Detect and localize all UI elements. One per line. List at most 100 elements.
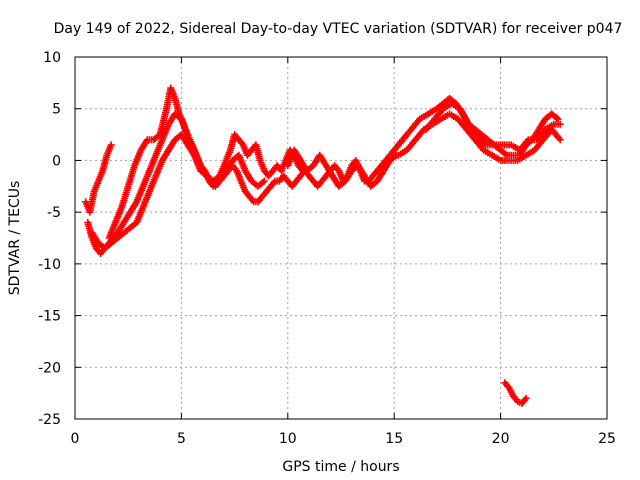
- data-point-fill: [324, 168, 333, 178]
- data-point-fill: [472, 137, 486, 152]
- data-point-fill: [275, 163, 284, 173]
- data-point-fill: [202, 169, 212, 183]
- data-point-fill: [534, 127, 548, 142]
- data-point-fill: [418, 111, 430, 122]
- data-point-fill: [502, 381, 512, 390]
- data-point-fill: [484, 141, 496, 149]
- data-point-fill: [281, 174, 290, 183]
- data-point-fill: [128, 220, 139, 230]
- y-tick-label: -25: [38, 412, 61, 428]
- data-point-fill: [95, 169, 106, 183]
- x-tick-label: 15: [385, 431, 403, 447]
- data-point-fill: [111, 231, 120, 240]
- data-point-fill: [159, 148, 172, 163]
- data-point-fill: [189, 143, 199, 157]
- data-point-fill: [121, 210, 133, 225]
- data-point-fill: [249, 143, 258, 152]
- data-point-fill: [291, 148, 304, 163]
- data-point-fill: [370, 168, 380, 178]
- data-point-fill: [296, 163, 305, 173]
- data-point-fill: [383, 153, 393, 163]
- y-tick-label: -15: [38, 309, 61, 325]
- y-tick-label: -5: [47, 205, 61, 221]
- data-point-fill: [285, 179, 295, 189]
- chart-title: Day 149 of 2022, Sidereal Day-to-day VTE…: [54, 21, 623, 37]
- data-point-fill: [102, 240, 114, 251]
- data-point-fill: [91, 179, 102, 193]
- data-point-fill: [505, 151, 515, 159]
- data-point-fill: [289, 179, 299, 189]
- data-point-fill: [336, 178, 348, 189]
- grid-lines: [75, 57, 607, 419]
- data-point-fill: [234, 169, 244, 183]
- x-tick-labels: 0 5 10 15 20 25: [71, 431, 616, 447]
- data-point-fill: [109, 235, 120, 246]
- data-point-fill: [379, 158, 388, 168]
- data-point-fill: [464, 127, 478, 142]
- data-point-fill: [166, 137, 178, 152]
- data-point: [107, 141, 115, 149]
- data-point-fill: [206, 179, 216, 189]
- y-tick-labels: -25 -20 -15 -10 -5 0 5 10: [38, 50, 61, 428]
- data-point-fill: [448, 111, 460, 122]
- data-point-fill: [238, 179, 248, 193]
- data-point-fill: [94, 246, 103, 256]
- data-point-fill: [509, 142, 522, 153]
- data-point-fill: [138, 137, 150, 152]
- data-point-fill: [145, 136, 156, 144]
- y-tick-label: 0: [52, 153, 61, 169]
- data-point-fill: [257, 158, 268, 173]
- data-point-fill: [332, 163, 341, 173]
- data-point-fill: [517, 137, 531, 152]
- data-point-fill: [104, 143, 114, 157]
- data-point-fill: [424, 117, 437, 132]
- data-point-fill: [375, 163, 384, 173]
- data-point-fill: [511, 151, 522, 159]
- data-point-fill: [387, 148, 397, 158]
- data-point-fill: [432, 106, 446, 121]
- data-point-fill: [485, 137, 497, 148]
- data-point-fill: [256, 178, 267, 189]
- data-point-fill: [466, 122, 480, 137]
- data-point-fill: [511, 394, 520, 404]
- data-point-fill: [498, 147, 509, 158]
- data-point-fill: [311, 179, 320, 189]
- x-tick-label: 0: [71, 431, 80, 447]
- data-point-fill: [249, 178, 260, 189]
- data-point-fill: [506, 386, 516, 398]
- data-point-fill: [526, 136, 539, 144]
- data-point-fill: [397, 147, 409, 158]
- data-points: [82, 84, 564, 407]
- data-point-fill: [381, 158, 393, 173]
- series-track-i: [422, 100, 564, 154]
- data-point-fill: [306, 174, 316, 183]
- series-track-f: [284, 146, 400, 190]
- y-tick-label: 10: [43, 50, 61, 66]
- data-point-fill: [243, 189, 252, 199]
- data-point-fill: [242, 168, 255, 183]
- x-tick-label: 10: [279, 431, 297, 447]
- data-point-fill: [519, 396, 529, 406]
- data-point-fill: [450, 101, 462, 111]
- data-point-fill: [455, 117, 469, 132]
- data-point-fill: [374, 168, 386, 183]
- data-point-fill: [268, 179, 278, 189]
- data-point-fill: [266, 168, 275, 178]
- data-point-fill: [549, 111, 560, 122]
- data-point-fill: [434, 101, 446, 111]
- data-point-fill: [223, 158, 235, 173]
- plot-frame: [74, 56, 608, 420]
- data-point-fill: [230, 163, 239, 173]
- data-point-fill: [98, 246, 107, 256]
- data-point-fill: [89, 231, 101, 245]
- data-point-fill: [198, 163, 207, 173]
- data-point-fill: [328, 163, 337, 173]
- data-point-fill: [115, 230, 126, 241]
- data-point-fill: [475, 132, 488, 147]
- data-point-fill: [298, 168, 307, 178]
- data-point-fill: [524, 147, 537, 158]
- data-point-fill: [230, 153, 241, 163]
- data-point-fill: [388, 153, 399, 163]
- data-point-fill: [223, 148, 233, 162]
